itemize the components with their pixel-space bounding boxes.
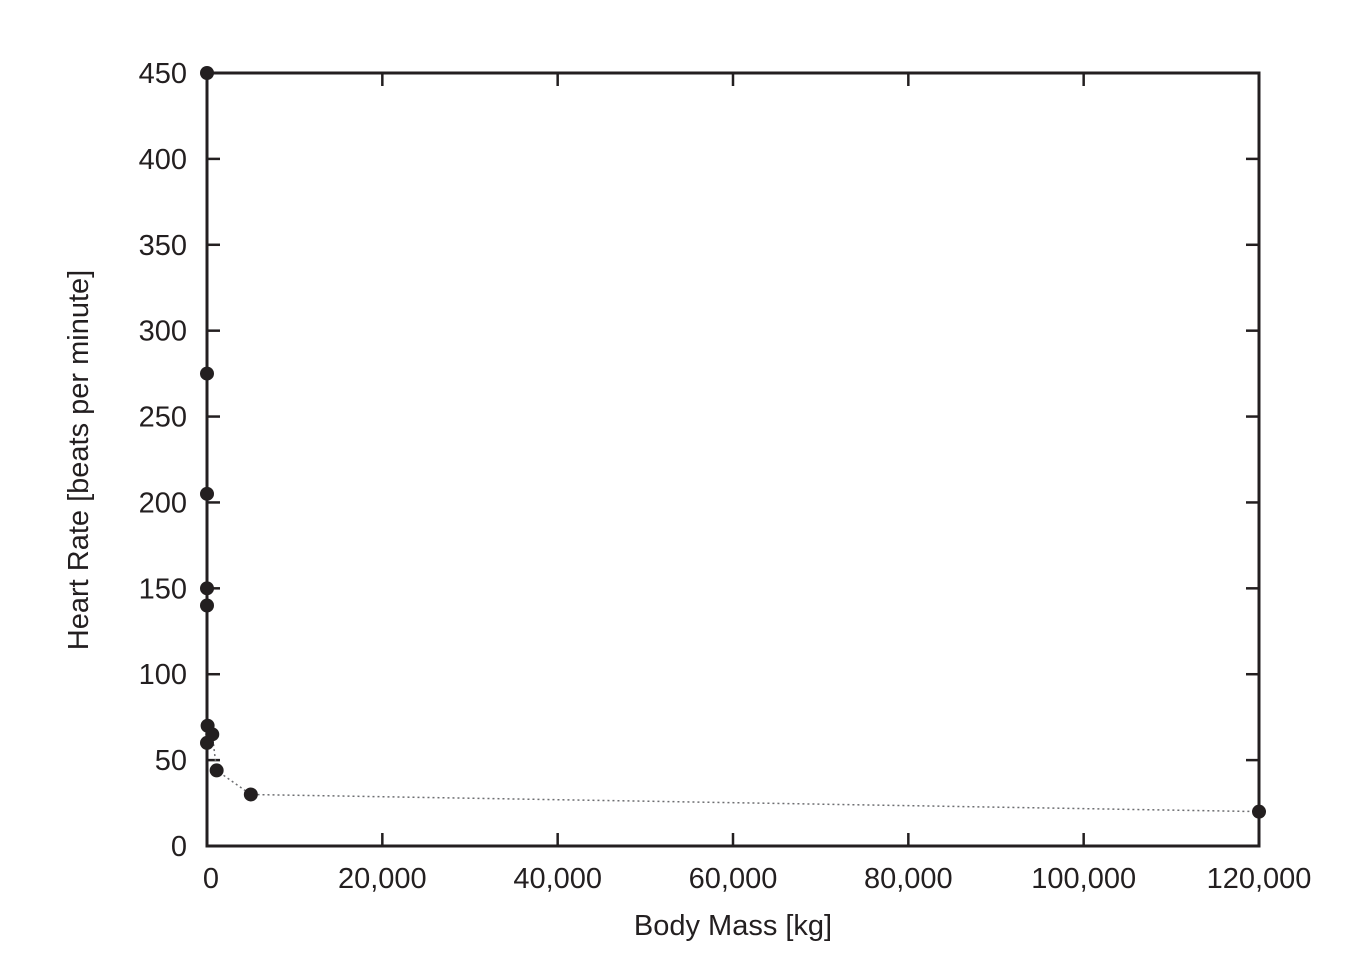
y-tick-label: 350 xyxy=(139,230,187,262)
data-point xyxy=(200,486,214,501)
y-axis-label: Heart Rate [beats per minute] xyxy=(63,270,95,650)
data-point xyxy=(200,66,214,80)
x-tick-label: 80,000 xyxy=(864,863,953,895)
x-tick-label: 120,000 xyxy=(1207,863,1312,895)
x-tick-label: 60,000 xyxy=(689,863,778,895)
plot-frame-group xyxy=(205,71,1261,848)
x-tick-label: 40,000 xyxy=(513,863,602,895)
plot-frame xyxy=(205,71,1261,848)
x-tick-label: 20,000 xyxy=(338,863,427,895)
series-line-group xyxy=(206,732,1260,813)
y-tick-label: 450 xyxy=(139,58,187,90)
data-points xyxy=(200,66,1266,819)
data-point xyxy=(1252,804,1266,819)
y-axis-ticks: 0 50 100 150 200 250 300 350 400 450 xyxy=(139,58,1259,863)
data-point xyxy=(243,787,258,802)
y-tick-label: 250 xyxy=(139,402,187,434)
data-point xyxy=(205,727,220,742)
x-axis-ticks: 0 20,000 40,000 60,000 80,000 100,000 120,000 xyxy=(203,73,1311,895)
series-dotted-line xyxy=(206,732,1260,813)
y-tick-label: 200 xyxy=(139,487,187,519)
y-tick-label: 100 xyxy=(139,659,187,691)
x-tick-label: 0 xyxy=(203,863,219,895)
y-tick-label: 0 xyxy=(171,831,187,863)
y-tick-label: 300 xyxy=(139,316,187,348)
data-point xyxy=(209,763,224,778)
data-point xyxy=(200,581,214,596)
x-axis-label: Body Mass [kg] xyxy=(634,910,832,942)
data-point xyxy=(200,366,214,381)
x-tick-label: 100,000 xyxy=(1031,863,1136,895)
y-tick-label: 150 xyxy=(139,573,187,605)
y-tick-label: 50 xyxy=(155,745,187,777)
data-point xyxy=(200,598,214,613)
y-tick-label: 400 xyxy=(139,144,187,176)
